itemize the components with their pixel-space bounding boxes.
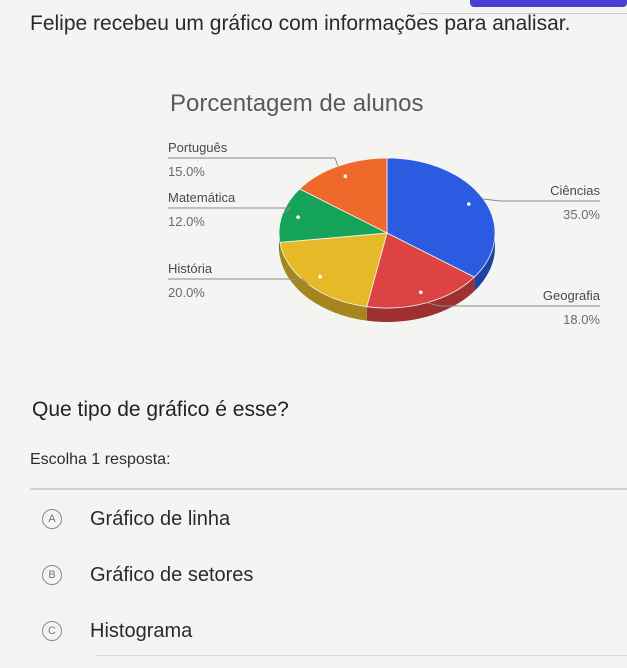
intro-text: Felipe recebeu um gráfico com informaçõe… <box>30 12 571 35</box>
pie-leader-dot-3 <box>296 215 300 219</box>
pie-chart-svg: Ciências 35.0% Geografia 18.0% História 20.0%… <box>168 140 601 327</box>
pie-leader-line-0 <box>483 198 600 202</box>
option-a[interactable]: A Gráfico de linha <box>42 500 253 538</box>
option-b-text: Gráfico de setores <box>90 563 254 586</box>
pie-leader-dot-4 <box>343 174 348 178</box>
pie-value-label-3: 12.0% <box>168 214 205 229</box>
pie-value-label-0: 35.0% <box>563 207 600 222</box>
pie-slice-side-1 <box>366 277 475 322</box>
pie-value-label-1: 18.0% <box>563 312 600 327</box>
pie-slice-side-0 <box>474 233 495 292</box>
option-a-text: Gráfico de linha <box>90 507 231 530</box>
instruction-text: Escolha 1 resposta: <box>30 451 171 468</box>
pie-label-3: Matemática <box>168 190 236 205</box>
pie-value-label-4: 15.0% <box>168 164 205 179</box>
question-text: Que tipo de gráfico é esse? <box>32 398 289 421</box>
answer-options: A Gráfico de linha B Gráfico de setores … <box>42 500 253 668</box>
option-a-letter: A <box>42 509 62 529</box>
pie-leader-line-3 <box>168 207 292 215</box>
pie-label-4: Português <box>168 140 228 155</box>
chart-title: Porcentagem de alunos <box>170 90 424 117</box>
pie-slice-1 <box>366 232 476 309</box>
top-accent-bar <box>470 0 627 7</box>
pie-label-1: Geografia <box>543 288 601 303</box>
option-c[interactable]: C Histograma <box>42 612 253 650</box>
pie-leader-line-4 <box>168 157 339 167</box>
option-b-letter: B <box>42 565 62 585</box>
pie-label-0: Ciências <box>550 183 600 198</box>
pie-leader-dot-0 <box>466 202 471 206</box>
pie-slice-side-2 <box>279 242 367 321</box>
option-c-text: Histograma <box>90 619 193 642</box>
answers-divider <box>30 488 627 490</box>
option-b[interactable]: B Gráfico de setores <box>42 556 253 594</box>
pie-leader-dot-1 <box>418 290 423 295</box>
pie-leader-line-1 <box>426 302 600 307</box>
pie-value-label-2: 20.0% <box>168 285 205 300</box>
pie-leader-dot-2 <box>318 274 322 279</box>
bottom-divider <box>95 655 627 656</box>
pie-slice-2 <box>279 232 388 308</box>
pie-leader-line-2 <box>168 278 309 285</box>
pie-label-2: História <box>168 261 213 276</box>
option-c-letter: C <box>42 621 62 641</box>
top-divider <box>420 13 627 14</box>
pie-chart: Porcentagem de alunos Ciências 35.0% Geogr… <box>150 80 620 340</box>
